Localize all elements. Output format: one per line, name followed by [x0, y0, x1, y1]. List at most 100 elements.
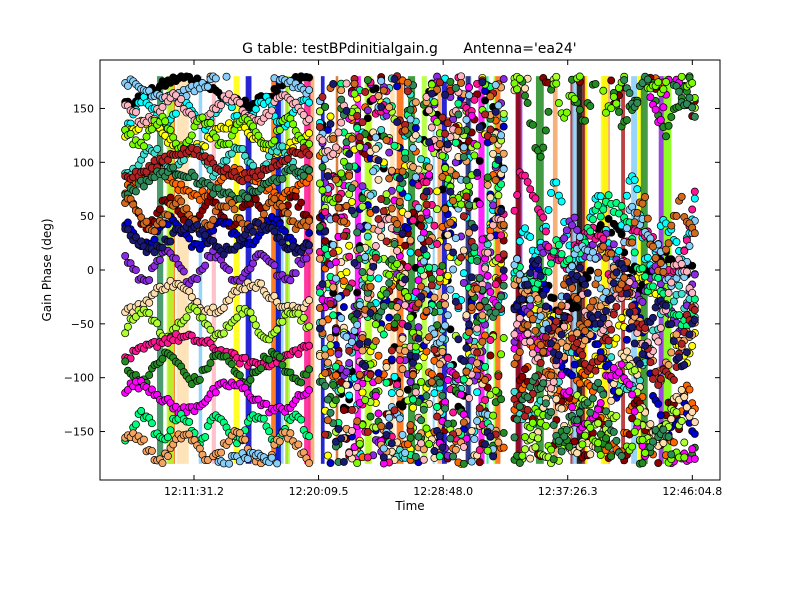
- data-point: [685, 242, 694, 250]
- wrap-stripe: [156, 76, 164, 464]
- chart-title: G table: testBPdinitialgain.g: [242, 41, 438, 57]
- data-point: [403, 87, 412, 96]
- series-22: [121, 218, 314, 259]
- data-point: [438, 173, 447, 181]
- data-point: [427, 377, 436, 386]
- data-point: [414, 299, 423, 308]
- data-point: [433, 187, 442, 196]
- y-tick-label: 150: [73, 102, 94, 115]
- data-point: [361, 253, 370, 261]
- data-point: [305, 85, 314, 94]
- data-point: [643, 214, 652, 223]
- data-point: [491, 386, 500, 395]
- data-point: [201, 433, 210, 442]
- data-point: [417, 222, 426, 231]
- data-point: [690, 194, 699, 203]
- data-point: [203, 82, 212, 91]
- data-point: [682, 267, 691, 276]
- data-point: [531, 194, 540, 203]
- data-point: [549, 294, 558, 303]
- data-point: [481, 110, 490, 119]
- data-point: [586, 266, 595, 275]
- data-point: [331, 175, 340, 184]
- data-point: [486, 125, 495, 134]
- data-point: [654, 399, 663, 408]
- data-point: [425, 163, 434, 172]
- x-tick-label: 12:11:31.2: [164, 485, 224, 498]
- data-point: [617, 360, 626, 369]
- data-point: [612, 268, 621, 277]
- data-point: [265, 427, 274, 436]
- data-point: [425, 138, 434, 147]
- data-point: [385, 270, 394, 279]
- data-point: [596, 212, 605, 221]
- data-point: [347, 426, 356, 435]
- data-point: [672, 408, 681, 417]
- data-point: [620, 273, 629, 282]
- data-point: [539, 347, 548, 356]
- data-point: [526, 269, 535, 278]
- data-point: [323, 451, 332, 460]
- data-point: [201, 261, 210, 270]
- data-point: [596, 451, 605, 459]
- data-point: [326, 112, 335, 121]
- data-point: [560, 313, 569, 322]
- data-point: [137, 407, 146, 415]
- data-point: [523, 393, 532, 402]
- data-point: [347, 134, 356, 143]
- data-point: [554, 240, 563, 249]
- data-point: [641, 341, 650, 350]
- data-point: [499, 109, 508, 118]
- data-point: [251, 105, 260, 114]
- y-tick-label: 50: [80, 210, 94, 223]
- data-point: [451, 371, 460, 380]
- data-point: [622, 224, 631, 233]
- data-point: [395, 414, 404, 423]
- wrap-stripe: [408, 76, 416, 464]
- data-point: [385, 174, 394, 183]
- data-point: [305, 341, 314, 350]
- data-point: [374, 409, 383, 418]
- data-point: [544, 205, 553, 214]
- data-point: [203, 456, 212, 464]
- data-point: [339, 406, 348, 415]
- data-point: [581, 116, 590, 125]
- data-point: [374, 369, 383, 378]
- data-point: [337, 118, 346, 127]
- data-point: [235, 98, 244, 107]
- data-point: [521, 445, 529, 454]
- data-point: [481, 396, 490, 405]
- data-point: [491, 176, 500, 185]
- data-point: [667, 278, 676, 287]
- y-axis-label: Gain Phase (deg): [40, 218, 54, 321]
- data-point: [163, 452, 172, 461]
- data-point: [526, 295, 535, 304]
- data-point: [672, 237, 681, 246]
- data-point: [497, 207, 506, 215]
- data-point: [411, 342, 420, 351]
- data-point: [510, 360, 519, 368]
- data-point: [581, 431, 590, 440]
- data-point: [121, 251, 130, 260]
- data-point: [568, 371, 576, 380]
- data-point: [475, 274, 484, 283]
- data-point: [329, 283, 338, 292]
- data-point: [145, 276, 154, 285]
- data-point: [651, 105, 660, 114]
- data-point: [187, 131, 196, 140]
- data-point: [387, 166, 396, 175]
- data-point: [581, 326, 590, 335]
- data-point: [609, 279, 618, 288]
- data-point: [422, 307, 431, 315]
- data-point: [586, 450, 595, 459]
- data-point: [523, 280, 532, 289]
- data-point: [646, 358, 655, 367]
- data-point: [353, 288, 362, 297]
- data-point: [449, 452, 458, 461]
- data-point: [177, 197, 186, 206]
- data-point: [211, 133, 220, 142]
- data-point: [622, 116, 631, 125]
- data-point: [257, 279, 266, 288]
- data-point: [562, 425, 571, 434]
- data-point: [615, 368, 623, 377]
